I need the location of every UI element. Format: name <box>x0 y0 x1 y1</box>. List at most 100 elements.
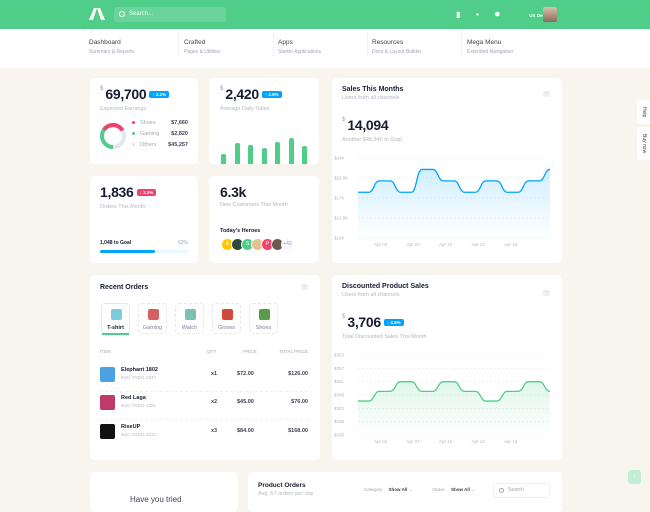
series-line <box>358 168 551 193</box>
more-menu-button[interactable]: ··· <box>543 289 550 296</box>
help-button[interactable]: Help <box>637 100 650 124</box>
scroll-top-button[interactable]: ↑ <box>628 470 641 484</box>
tab-label: Shoes <box>255 325 272 331</box>
orders-search-input[interactable]: Search <box>493 483 550 498</box>
recent-orders-card: Recent Orders ··· <box>90 275 320 460</box>
daily-badge: ↑ 2.6% <box>261 91 282 99</box>
nav-dashboard[interactable]: Dashboard Summary & Reports <box>89 33 179 57</box>
column-total: TOTAL PRICE <box>279 349 308 354</box>
y-tick-label: $17K <box>334 196 345 201</box>
daily-bar <box>261 148 267 164</box>
y-tick-label: $357 <box>334 366 345 371</box>
promo-card: Have you tried <box>90 472 238 512</box>
logo-icon[interactable] <box>89 8 105 20</box>
more-menu-button[interactable]: ··· <box>543 90 550 97</box>
nav-sub: Summary & Reports <box>89 49 135 55</box>
customers-label: New Customers This Month <box>220 202 288 208</box>
nav-apps[interactable]: Apps Starter Applications <box>278 33 368 57</box>
daily-bar <box>288 138 294 164</box>
arrow-up-icon: ↑ <box>632 473 637 480</box>
discounted-card: Discounted Product Sales Users from all … <box>332 275 562 460</box>
search-placeholder: Search... <box>129 11 154 17</box>
goal-progress-fill <box>100 250 155 253</box>
currency: $ <box>100 86 104 92</box>
tab-gaming[interactable]: Gaming <box>138 303 167 334</box>
tab-shoes[interactable]: Shoes <box>249 303 278 334</box>
tab-gloves[interactable]: Gloves <box>212 303 241 334</box>
tab-watch[interactable]: Watch <box>175 303 204 334</box>
gloves-icon <box>222 309 233 320</box>
product-orders-sub: Avg. 57 orders per day <box>258 491 314 497</box>
daily-bar <box>302 145 307 164</box>
table-row[interactable]: Elephant 1802 Item: #XDG-2347 x1 $72.00 $126… <box>100 364 308 392</box>
y-tick-label: $10K <box>334 236 345 241</box>
daily-bar <box>234 143 240 164</box>
search-placeholder: Search <box>508 487 524 493</box>
category-label: Category <box>364 487 383 492</box>
search-input[interactable]: Search... <box>114 7 226 22</box>
hero-more[interactable]: +42 <box>281 238 294 251</box>
y-tick-label: $330 <box>334 433 345 438</box>
avatar[interactable] <box>543 7 557 22</box>
tab-label: T-shirt <box>107 325 124 331</box>
column-qty: QTY <box>207 349 217 354</box>
table-row[interactable]: Red Laga Item: #XDG-1321 x2 $45.00 $76.00 <box>100 392 308 420</box>
chat-icon[interactable]: ▪ <box>476 10 479 19</box>
sun-icon[interactable]: ✸ <box>494 10 501 19</box>
tab-label: Gaming <box>142 325 163 331</box>
product-code: Item: #XDG-4312 <box>121 432 157 437</box>
nav-resources[interactable]: Resources Docs & Layout Builder <box>372 33 462 57</box>
legend-value: $2,820 <box>171 131 188 137</box>
currency: $ <box>220 86 224 92</box>
currency: $ <box>342 117 346 123</box>
x-tick-label: Apr 13 <box>472 439 486 444</box>
tab-label: Gloves <box>217 325 236 331</box>
chevron-down-icon: ⌄ <box>408 487 413 492</box>
y-tick-label: $363 <box>334 353 345 358</box>
price: $72.00 <box>237 371 254 377</box>
buy-now-button[interactable]: Buy now <box>637 127 650 160</box>
nav-title: Dashboard <box>89 39 121 46</box>
gaming-icon <box>148 309 159 320</box>
nav-crafted[interactable]: Crafted Pages & Utilities <box>184 33 274 57</box>
status-label: Status <box>432 487 445 492</box>
table-row[interactable]: RiseUP Item: #XDG-4312 x3 $84.00 $168.00 <box>100 421 308 449</box>
sales-title: Sales This Months <box>342 86 404 93</box>
product-code: Item: #XDG-2347 <box>121 375 157 380</box>
chart-icon[interactable]: ▮ <box>456 10 461 19</box>
tab-label: Watch <box>181 325 198 331</box>
product-orders-title: Product Orders <box>258 482 306 489</box>
nav-sub: Pages & Utilities <box>184 49 221 55</box>
nav-mega-menu[interactable]: Mega Menu Extended Navigation <box>467 33 557 57</box>
price: $84.00 <box>237 428 254 434</box>
discounted-note: Total Discounted Sales This Month <box>342 334 427 340</box>
status-filter[interactable]: Status Show All ⌄ <box>432 487 475 493</box>
x-tick-label: Apr 07 <box>407 439 421 444</box>
goal-progress <box>100 250 188 253</box>
legend-shoes: Shoes $7,660 <box>132 120 188 126</box>
top-header: Search... ▮ ▪ ✸ MaxUX Designer <box>0 0 650 29</box>
more-menu-button[interactable]: ··· <box>301 283 308 290</box>
nav-sub: Docs & Layout Builder <box>372 49 422 55</box>
column-price: PRICE <box>243 349 257 354</box>
qty: x2 <box>211 399 218 405</box>
product-orders-card: Product Orders Avg. 57 orders per day Ca… <box>248 472 562 512</box>
earnings-value: 69,700 <box>105 86 147 102</box>
nav-sub: Extended Navigation <box>467 49 514 55</box>
legend-others: Others $45,257 <box>132 142 188 148</box>
y-tick-label: $13.5K <box>334 216 348 221</box>
goal-percent: 62% <box>177 240 188 246</box>
discounted-subtitle: Users from all channels <box>342 292 400 298</box>
x-tick-label: Apr 10 <box>439 439 453 444</box>
y-tick-label: $336 <box>334 419 345 424</box>
x-tick-label: Apr 07 <box>407 242 421 247</box>
tab-tshirt[interactable]: T-shirt <box>101 303 130 335</box>
search-icon <box>499 488 504 493</box>
category-filter[interactable]: Category Show All ⌄ <box>364 487 412 493</box>
earnings-card: $69,700 ↑ 2.2% Expected Earnings Shoes $7,… <box>90 78 198 164</box>
x-tick-label: Apr 04 <box>374 439 388 444</box>
goal-label: 1,048 to Goal <box>100 240 132 246</box>
earnings-donut <box>99 123 126 149</box>
legend-name: Gaming <box>140 131 160 137</box>
qty: x1 <box>211 371 218 377</box>
